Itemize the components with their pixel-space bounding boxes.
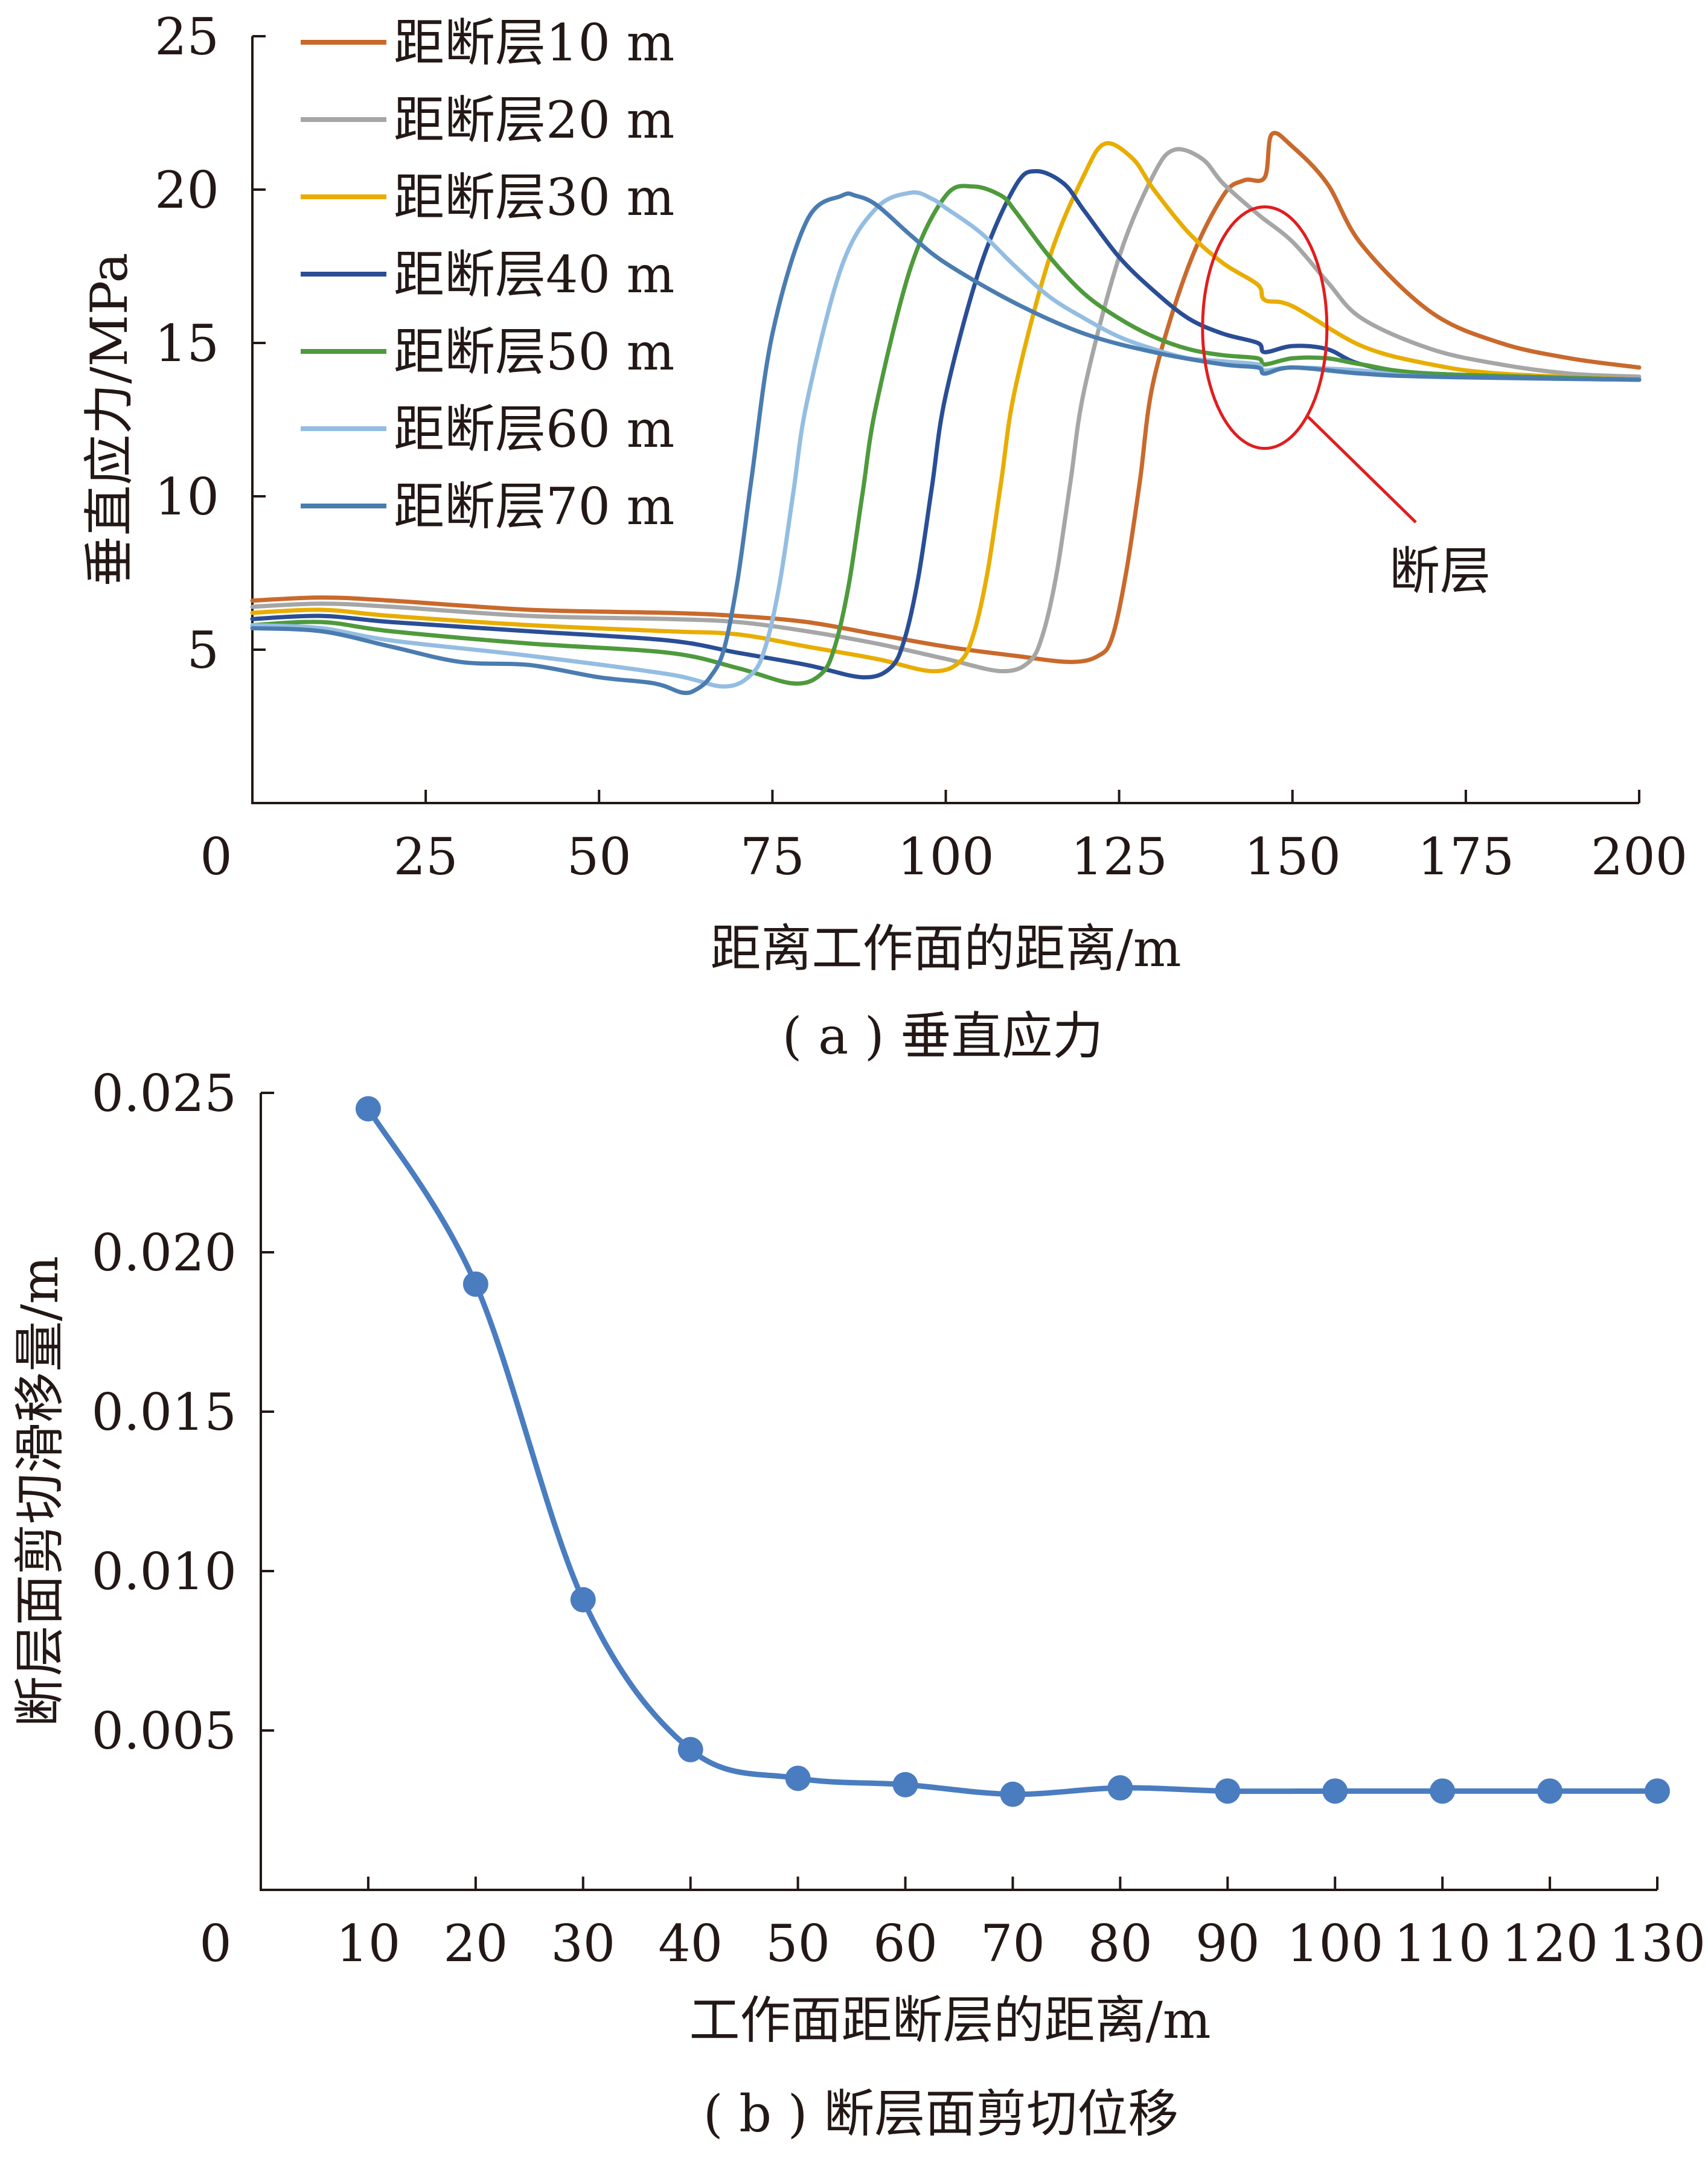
chart-a-x-axis-title: 距离工作面的距离/m — [711, 919, 1182, 978]
chart-b-x-tick-label: 50 — [766, 1914, 830, 1973]
chart-b-x-tick-label: 100 — [1287, 1914, 1383, 1973]
chart-b-point-20 — [462, 1271, 488, 1297]
chart-b-x-axis-title: 工作面距断层的距离/m — [689, 1991, 1211, 2050]
chart-a-legend: 距断层10 m 距断层20 m 距断层30 m 距断层40 m 距断层50 m 距断层60… — [301, 13, 674, 536]
chart-b-point-30 — [570, 1587, 596, 1613]
chart-a-legend-label-1: 距断层10 m — [394, 13, 674, 72]
chart-b-ticks: 0 10 20 30 40 50 60 70 80 90 100 110 120 130 0.005 0.01… — [92, 1064, 1706, 1973]
chart-b-origin-label: 0 — [199, 1914, 231, 1973]
chart-a-legend-label-2: 距断层20 m — [394, 91, 674, 150]
chart-b-y-tick-label: 0.005 — [92, 1701, 237, 1761]
chart-b-point-40 — [677, 1737, 703, 1762]
chart-b-x-tick-label: 120 — [1502, 1914, 1598, 1973]
chart-b-point-50 — [785, 1765, 811, 1791]
chart-b-point-130 — [1645, 1778, 1670, 1804]
chart-b-point-80 — [1107, 1775, 1133, 1801]
chart-b-point-10 — [355, 1096, 381, 1122]
chart-b-axes — [260, 1093, 1657, 1891]
chart-a-series-line-5 — [250, 184, 1642, 686]
chart-b-x-tick-label: 130 — [1609, 1914, 1706, 1973]
chart-a-x-tick-label: 125 — [1070, 827, 1167, 886]
chart-b-x-tick-label: 40 — [658, 1914, 723, 1973]
chart-a-y-tick-label: 15 — [155, 314, 219, 373]
chart-b-x-tick-label: 30 — [551, 1914, 615, 1973]
chart-b-point-120 — [1537, 1778, 1563, 1804]
chart-a-ticks: 0 25 50 75 100 125 150 175 200 5 10 15 20 25 — [155, 7, 1687, 886]
chart-a-x-tick-label: 100 — [897, 827, 994, 886]
chart-a-legend-label-4: 距断层40 m — [394, 245, 674, 304]
chart-a-legend-label-3: 距断层30 m — [394, 168, 674, 227]
chart-b-series-line — [365, 1106, 1660, 1797]
chart-b-y-tick-label: 0.025 — [92, 1064, 237, 1123]
chart-a-y-tick-label: 10 — [155, 467, 219, 527]
chart-b-x-tick-label: 80 — [1088, 1914, 1153, 1973]
chart-a-y-tick-label: 5 — [187, 621, 219, 680]
fault-ellipse — [1201, 205, 1329, 450]
chart-a-legend-label-6: 距断层60 m — [394, 400, 674, 459]
chart-b-series — [355, 1096, 1670, 1807]
chart-a-legend-label-7: 距断层70 m — [394, 477, 674, 536]
chart-b-point-100 — [1322, 1778, 1348, 1804]
chart-b-y-tick-label: 0.010 — [92, 1542, 237, 1601]
chart-a-annotation: 断层 — [1201, 205, 1491, 601]
chart-b-point-90 — [1215, 1778, 1241, 1804]
chart-a-legend-label-5: 距断层50 m — [394, 322, 674, 382]
chart-a-series — [250, 130, 1642, 696]
chart-a-y-axis-title: 垂直应力/MPa — [80, 252, 139, 586]
chart-b-y-tick-label: 0.020 — [92, 1223, 237, 1282]
chart-b-x-tick-label: 10 — [336, 1914, 400, 1973]
fault-annotation-label: 断层 — [1389, 542, 1491, 601]
chart-b-y-axis-title: 断层面剪切滑移量/m — [10, 1256, 69, 1727]
chart-a-x-tick-label: 25 — [394, 827, 458, 886]
chart-a: 0 25 50 75 100 125 150 175 200 5 10 15 20 25 断层 距断层10… — [80, 7, 1687, 1066]
chart-b: 0 10 20 30 40 50 60 70 80 90 100 110 120 130 0.005 0.01… — [10, 1064, 1706, 2143]
chart-b-x-tick-label: 60 — [873, 1914, 938, 1973]
fault-leader-line — [1307, 415, 1417, 523]
chart-a-origin-label: 0 — [200, 827, 232, 886]
chart-a-y-tick-label: 20 — [155, 161, 219, 220]
chart-b-x-tick-label: 70 — [980, 1914, 1045, 1973]
chart-a-x-tick-label: 75 — [740, 827, 805, 886]
chart-b-point-70 — [1000, 1781, 1026, 1807]
chart-a-x-tick-label: 175 — [1418, 827, 1514, 886]
chart-a-series-line-2 — [250, 147, 1642, 674]
chart-b-y-tick-label: 0.015 — [92, 1383, 237, 1442]
chart-b-x-tick-label: 110 — [1394, 1914, 1491, 1973]
chart-a-x-tick-label: 50 — [567, 827, 632, 886]
chart-a-x-tick-label: 200 — [1591, 827, 1687, 886]
chart-b-x-tick-label: 20 — [443, 1914, 508, 1973]
chart-a-series-line-3 — [250, 141, 1642, 674]
chart-b-caption: ( b ) 断层面剪切位移 — [703, 2084, 1179, 2143]
chart-a-series-line-7 — [250, 191, 1642, 696]
chart-b-point-60 — [892, 1772, 918, 1797]
chart-a-caption: ( a ) 垂直应力 — [782, 1007, 1104, 1066]
chart-b-x-tick-label: 90 — [1195, 1914, 1260, 1973]
chart-a-x-tick-label: 150 — [1244, 827, 1341, 886]
chart-a-y-tick-label: 25 — [155, 7, 219, 66]
chart-a-series-line-1 — [250, 130, 1642, 664]
chart-b-point-110 — [1430, 1778, 1456, 1804]
